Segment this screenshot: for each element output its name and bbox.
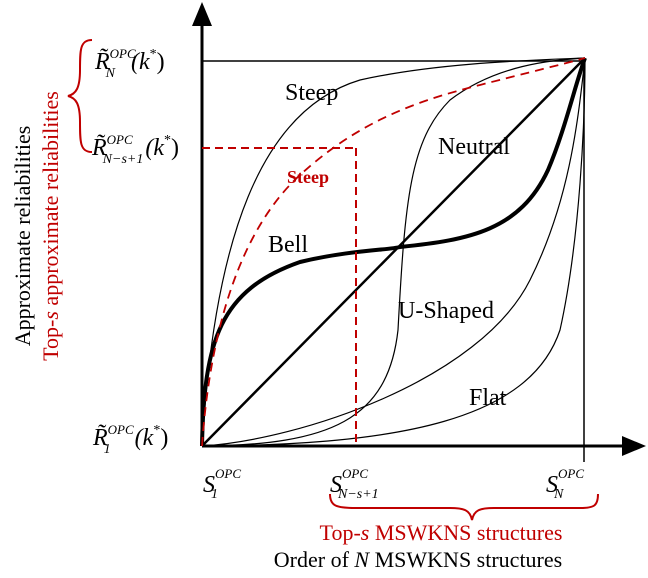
steep-red-dashed-curve [201, 57, 586, 447]
x-tick-mid-label: SOPC N−s+1 [330, 466, 379, 502]
steep-curve [201, 57, 586, 447]
x-axis-top-s-title: Top-s MSWKNS structures [320, 520, 563, 545]
y-tick-bottom-label: R̃OPC 1 (k*) [92, 422, 168, 457]
x-axis-arrowhead [622, 436, 646, 456]
diagonal-line [201, 57, 586, 447]
bell-curve-label: Bell [268, 232, 308, 258]
y-axis-top-s-title: Top-s approximate reliabilities [38, 91, 63, 361]
y-tick-mid-label: R̃OPC N−s+1(k*) [91, 132, 179, 167]
bell-curve [200, 57, 587, 447]
neutral-curve-label: Neutral [438, 134, 510, 160]
neutral-curve [201, 57, 586, 447]
x-axis-top-s-brace [329, 493, 599, 521]
u-shaped-curve-label: U-Shaped [398, 298, 494, 324]
y-axis-arrowhead [192, 2, 212, 26]
x-tick-first-label: SOPC 1 [203, 466, 241, 502]
x-tick-last-label: SOPC N [546, 466, 584, 502]
steep-red-curve-label: Steep [287, 167, 329, 187]
y-tick-top-label: R̃OPC N (k*) [94, 46, 165, 81]
y-axis-title: Approximate reliabilities [10, 126, 35, 347]
flat-curve-label: Flat [469, 385, 507, 411]
flat-curve [201, 57, 586, 447]
y-axis-top-s-brace [67, 39, 93, 153]
steep-curve-label: Steep [285, 80, 338, 106]
u-shaped-curve [201, 57, 586, 447]
x-axis-title: Order of N MSWKNS structures [274, 547, 562, 572]
